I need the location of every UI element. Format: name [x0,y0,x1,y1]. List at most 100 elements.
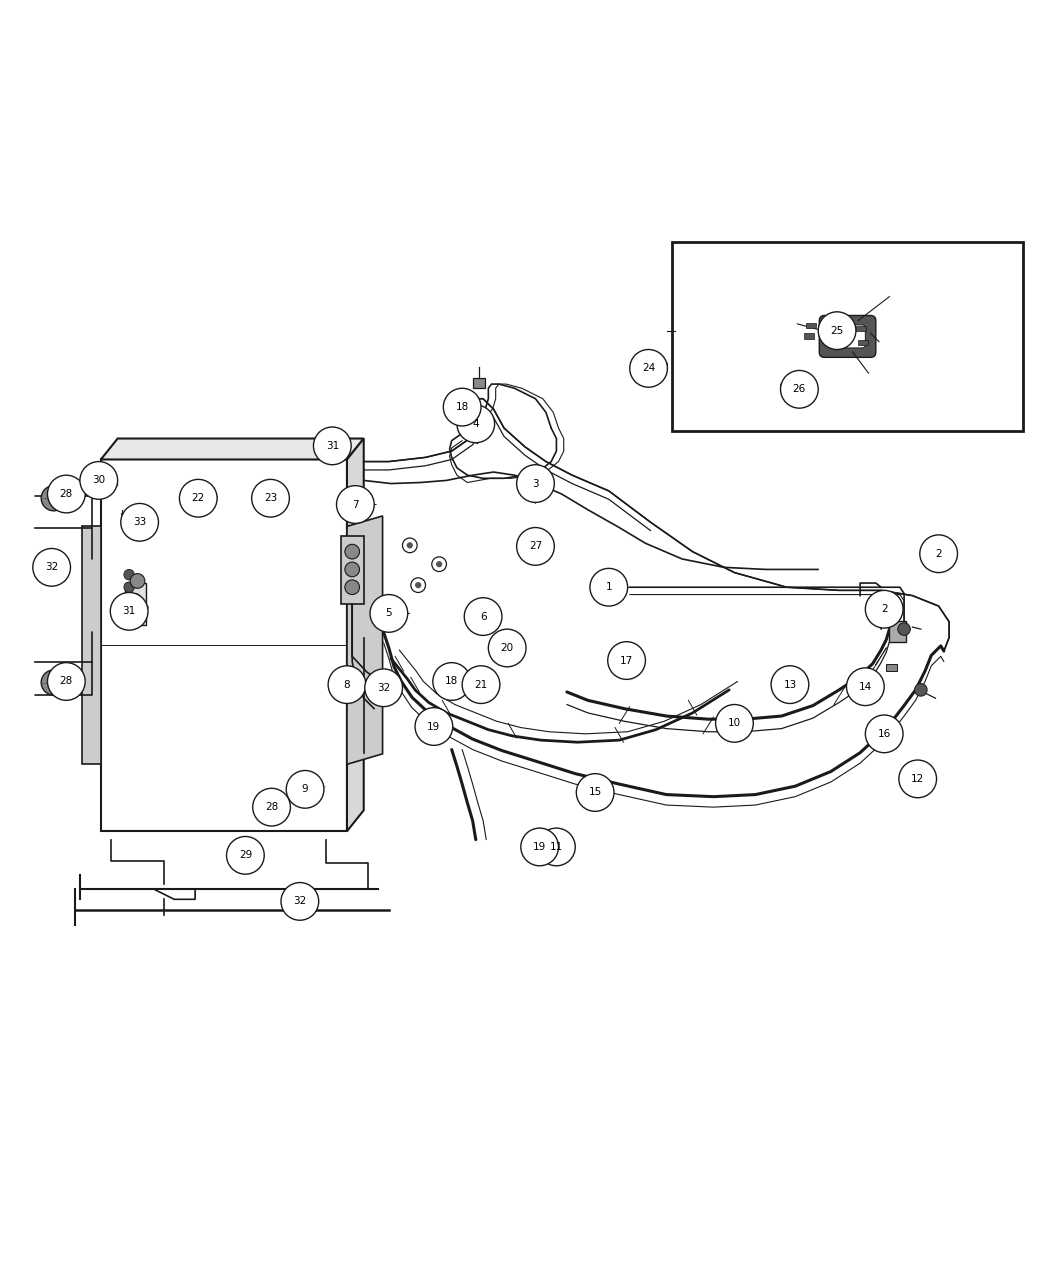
Text: 26: 26 [793,384,806,394]
Circle shape [47,663,85,700]
FancyBboxPatch shape [805,323,816,328]
Circle shape [336,486,374,523]
Circle shape [344,544,359,558]
Circle shape [576,774,614,811]
Text: 19: 19 [427,722,441,732]
Text: 32: 32 [293,896,307,907]
Circle shape [253,788,291,826]
Circle shape [121,504,159,541]
Circle shape [130,607,141,617]
Circle shape [464,598,502,635]
FancyBboxPatch shape [889,621,906,641]
Circle shape [41,486,66,511]
Circle shape [436,561,442,567]
FancyBboxPatch shape [340,536,363,604]
Text: 22: 22 [192,493,205,504]
Circle shape [630,349,668,388]
Circle shape [716,705,753,742]
Text: 16: 16 [878,729,890,738]
Text: 28: 28 [60,677,72,686]
Circle shape [818,312,856,349]
Circle shape [457,405,495,442]
FancyBboxPatch shape [858,339,868,344]
Text: 19: 19 [533,842,546,852]
FancyBboxPatch shape [125,583,146,625]
Circle shape [517,464,554,502]
Text: 20: 20 [501,643,513,653]
Text: 24: 24 [642,363,655,374]
Circle shape [33,548,70,586]
Circle shape [488,629,526,667]
Circle shape [41,669,66,695]
Text: 12: 12 [911,774,924,784]
Circle shape [124,570,134,580]
Circle shape [344,580,359,594]
Circle shape [314,427,351,464]
Circle shape [124,581,134,593]
Text: 27: 27 [529,542,542,551]
Circle shape [517,528,554,565]
Circle shape [48,493,59,504]
Polygon shape [101,459,346,831]
Text: 30: 30 [92,476,105,486]
Text: 32: 32 [45,562,59,572]
Circle shape [433,663,470,700]
FancyBboxPatch shape [803,333,814,339]
Circle shape [180,479,217,518]
Circle shape [110,593,148,630]
Circle shape [462,666,500,704]
Circle shape [865,590,903,629]
FancyBboxPatch shape [672,242,1024,431]
Text: 29: 29 [238,850,252,861]
Circle shape [328,666,365,704]
FancyBboxPatch shape [886,664,897,671]
Text: 7: 7 [352,500,359,510]
Text: 17: 17 [620,655,633,666]
FancyBboxPatch shape [819,315,876,357]
FancyBboxPatch shape [472,377,485,389]
Text: 11: 11 [550,842,563,852]
Circle shape [780,371,818,408]
Circle shape [406,542,413,548]
Circle shape [920,536,958,572]
Circle shape [432,557,446,571]
Text: 28: 28 [265,802,278,812]
Text: 23: 23 [264,493,277,504]
Text: 10: 10 [728,718,741,728]
FancyBboxPatch shape [830,325,865,348]
Circle shape [538,827,575,866]
Text: 15: 15 [589,788,602,797]
Text: 6: 6 [480,612,486,621]
Circle shape [80,462,118,500]
Text: 4: 4 [472,419,479,428]
Text: 18: 18 [456,402,468,412]
Circle shape [344,562,359,576]
Circle shape [415,581,421,588]
Circle shape [252,479,290,518]
Circle shape [227,836,265,875]
Text: 32: 32 [377,683,391,692]
Circle shape [48,677,59,687]
Text: 18: 18 [445,677,458,686]
Circle shape [281,882,319,921]
Text: 14: 14 [859,682,872,692]
Circle shape [899,760,937,798]
Text: 25: 25 [831,325,844,335]
Circle shape [443,389,481,426]
Text: 31: 31 [123,607,135,616]
Text: 31: 31 [326,441,339,451]
Circle shape [415,708,453,746]
Circle shape [364,669,402,706]
Text: 9: 9 [301,784,309,794]
Polygon shape [101,439,363,459]
Circle shape [47,476,85,513]
Text: 28: 28 [60,490,72,499]
Circle shape [370,594,407,632]
Circle shape [411,578,425,593]
Text: 3: 3 [532,478,539,488]
Text: 2: 2 [936,548,942,558]
Text: 5: 5 [385,608,392,618]
Circle shape [521,827,559,866]
Circle shape [915,683,927,696]
Polygon shape [346,516,382,764]
